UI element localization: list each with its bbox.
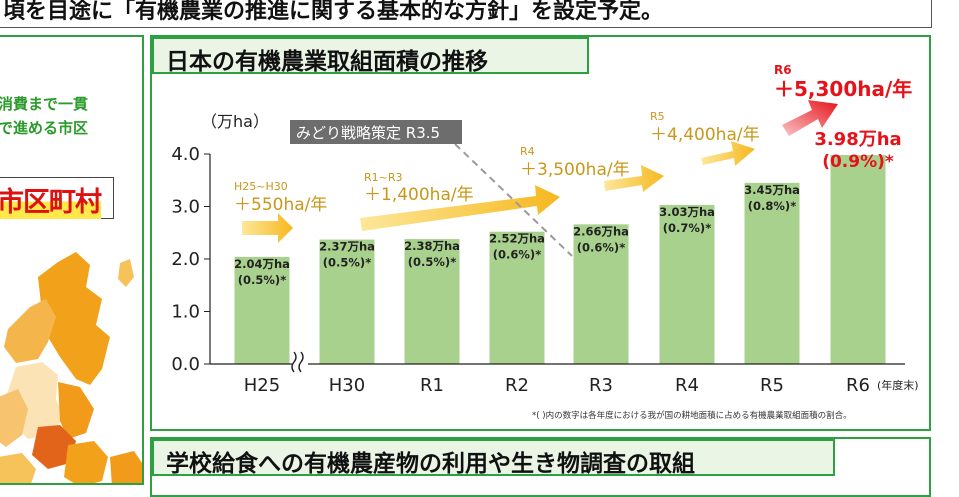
top-note: 頃を目途に「有機農業の推進に関する基本的な方針」を設定予定。 [0,0,932,28]
organic-area-chart: 0.0 1.0 2.0 3.0 4.0 H25 H30 R1 R2 R3 R4 R5 R6 2.04万… [171,63,919,421]
y-ticks: 0.0 1.0 2.0 3.0 4.0 [171,144,210,375]
value-label-R1: 2.38万ha [404,239,460,253]
axis-break-icon [291,350,308,373]
x-label-H25: H25 [244,375,280,396]
left-panel: 消費まで一貫 で進める市区 市区町村 [0,35,144,485]
rate-value-2: ＋1,400ha/年 [364,185,474,205]
value-label-H25: 2.04万ha [234,257,290,271]
share-label-R6: (0.9%)* [822,152,894,172]
y-tick-0.0: 0.0 [171,354,200,375]
share-label-R3: (0.6%)* [577,240,625,254]
x-label-R5: R5 [760,375,784,396]
rate-value-4: ＋4,400ha/年 [650,125,760,145]
rate-period-3: R4 [520,145,535,158]
bar-H25 [234,256,290,364]
x-labels: H25 H30 R1 R2 R3 R4 R5 R6 [244,375,870,396]
value-label-H30: 2.37万ha [319,240,375,254]
bar-R1 [404,239,460,364]
rate-period-5: R6 [774,63,792,77]
chart-title: 日本の有機農業取組面積の推移 [166,49,488,75]
value-label-R4: 3.03万ha [659,205,715,219]
value-labels: 2.04万ha (0.5%)* 2.37万ha (0.5%)* 2.38万ha (0.5%… [234,129,902,287]
share-label-R1: (0.5%)* [408,255,456,269]
share-label-R2: (0.6%)* [493,248,541,262]
rate-period-1: H25~H30 [234,180,288,193]
y-tick-3.0: 3.0 [171,197,200,218]
municipality-box: 市区町村 [0,177,114,219]
rate-period-2: R1~R3 [364,171,403,184]
bar-R5 [744,182,800,364]
y-tick-1.0: 1.0 [171,302,200,323]
value-label-R3: 2.66万ha [573,224,629,238]
bottom-title-box: 学校給食への有機農産物の利用や生き物調査の取組 [152,439,835,477]
left-panel-line-1: 消費まで一貫 [0,95,89,113]
share-label-H25: (0.5%)* [238,273,286,287]
value-label-R6: 3.98万ha [814,129,901,150]
left-panel-line-2: で進める市区 [0,119,89,137]
bars [234,155,886,364]
share-label-R4: (0.7%)* [663,221,711,235]
bar-R6 [830,155,886,364]
rate-value-5: ＋5,300ha/年 [774,77,912,101]
value-label-R5: 3.45万ha [744,183,800,197]
x-label-R1: R1 [420,375,444,396]
x-label-H30: H30 [329,375,365,396]
share-label-H30: (0.5%)* [323,256,371,270]
rate-period-4: R5 [650,110,665,123]
share-label-R5: (0.8%)* [748,199,796,213]
bar-R2 [489,231,545,364]
strategy-marker-line [454,143,573,257]
bar-H30 [319,239,375,364]
strategy-annotation-box [290,120,462,144]
x-label-R4: R4 [675,375,699,396]
rate-value-1: ＋550ha/年 [234,195,327,215]
bar-R4 [659,204,715,364]
chart-title-box: 日本の有機農業取組面積の推移 [152,37,589,75]
bar-R3 [573,224,629,364]
footnote: *( )内の数字は各年度における我が国の耕地面積に占める有機農業取組面積の割合。 [532,410,852,421]
x-label-R2: R2 [505,375,529,396]
strategy-annotation: みどり戦略策定 R3.5 [296,124,440,142]
top-note-text: 頃を目途に「有機農業の推進に関する基本的な方針」を設定予定。 [3,0,664,24]
japan-map [0,252,142,483]
bottom-title: 学校給食への有機農産物の利用や生き物調査の取組 [166,451,695,477]
x-label-R6: R6 [846,375,870,396]
value-label-R2: 2.52万ha [489,232,545,246]
municipality-box-text: 市区町村 [0,180,102,219]
y-tick-4.0: 4.0 [171,144,200,165]
x-label-R3: R3 [589,375,613,396]
rate-value-3: ＋3,500ha/年 [520,160,630,180]
x-axis-unit: (年度末) [877,378,919,392]
growth-arrows [242,100,838,243]
y-tick-2.0: 2.0 [171,249,200,270]
y-axis-label: （万ha） [201,112,269,131]
